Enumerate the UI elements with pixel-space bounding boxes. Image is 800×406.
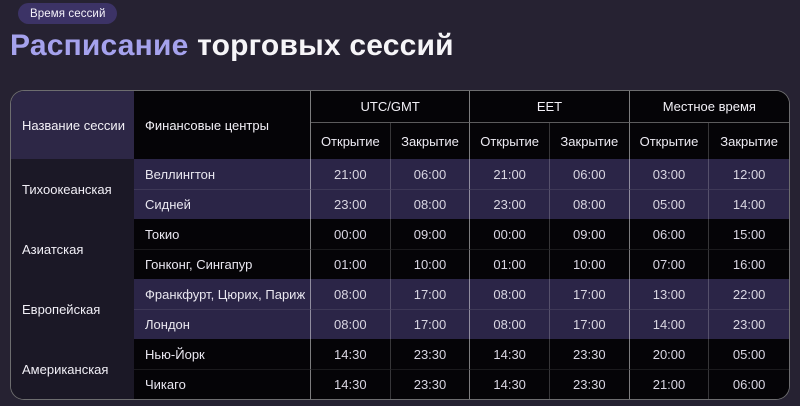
time-cell: 06:00 <box>709 369 789 399</box>
time-cell: 14:00 <box>629 309 710 339</box>
time-cell: 23:00 <box>311 189 391 219</box>
title-accent: Расписание <box>10 29 189 62</box>
subheader-open-local: Открытие <box>629 123 710 159</box>
session-name-cell: Европейская <box>11 279 134 339</box>
time-cell: 14:30 <box>470 339 550 369</box>
time-cell: 21:00 <box>311 159 391 189</box>
time-cell: 17:00 <box>549 279 630 309</box>
session-time-badge: Время сессий <box>18 3 118 24</box>
time-cell: 08:00 <box>549 189 630 219</box>
time-cell: 08:00 <box>311 309 391 339</box>
time-cell: 12:00 <box>709 159 789 189</box>
financial-centers-cell: Лондон <box>134 309 311 339</box>
session-name-cell: Азиатская <box>11 219 134 279</box>
time-cell: 17:00 <box>390 309 471 339</box>
time-cell: 05:00 <box>709 339 789 369</box>
time-cell: 23:30 <box>549 339 630 369</box>
time-cell: 17:00 <box>549 309 630 339</box>
time-cell: 22:00 <box>709 279 789 309</box>
time-cell: 08:00 <box>311 279 391 309</box>
header-financial-centers: Финансовые центры <box>134 91 311 159</box>
time-cell: 08:00 <box>470 279 550 309</box>
schedule-table: Название сессии Финансовые центры UTC/GM… <box>10 90 790 400</box>
time-cell: 09:00 <box>390 219 471 249</box>
time-cell: 08:00 <box>470 309 550 339</box>
time-cell: 17:00 <box>390 279 471 309</box>
time-cell: 21:00 <box>470 159 550 189</box>
financial-centers-cell: Франкфурт, Цюрих, Париж <box>134 279 311 309</box>
time-cell: 09:00 <box>549 219 630 249</box>
time-cell: 06:00 <box>629 219 710 249</box>
time-cell: 03:00 <box>629 159 710 189</box>
header-group-local-time: Местное время <box>629 91 789 123</box>
time-cell: 10:00 <box>390 249 471 279</box>
time-cell: 23:30 <box>390 339 471 369</box>
session-name-cell: Американская <box>11 339 134 399</box>
time-cell: 14:00 <box>709 189 789 219</box>
time-cell: 23:00 <box>470 189 550 219</box>
financial-centers-cell: Гонконг, Сингапур <box>134 249 311 279</box>
time-cell: 06:00 <box>390 159 471 189</box>
time-cell: 01:00 <box>311 249 391 279</box>
header-session-name: Название сессии <box>11 91 134 159</box>
subheader-close-utc: Закрытие <box>390 123 471 159</box>
time-cell: 14:30 <box>311 339 391 369</box>
time-cell: 13:00 <box>629 279 710 309</box>
subheader-open-utc: Открытие <box>311 123 391 159</box>
session-name-cell: Тихоокеанская <box>11 159 134 219</box>
time-cell: 15:00 <box>709 219 789 249</box>
time-cell: 00:00 <box>311 219 391 249</box>
time-cell: 08:00 <box>390 189 471 219</box>
time-cell: 23:30 <box>549 369 630 399</box>
time-cell: 00:00 <box>470 219 550 249</box>
time-cell: 16:00 <box>709 249 789 279</box>
subheader-open-eet: Открытие <box>470 123 550 159</box>
header-group-eet: EET <box>470 91 630 123</box>
time-cell: 20:00 <box>629 339 710 369</box>
time-cell: 21:00 <box>629 369 710 399</box>
time-cell: 14:30 <box>470 369 550 399</box>
time-cell: 07:00 <box>629 249 710 279</box>
financial-centers-cell: Токио <box>134 219 311 249</box>
financial-centers-cell: Чикаго <box>134 369 311 399</box>
financial-centers-cell: Сидней <box>134 189 311 219</box>
time-cell: 10:00 <box>549 249 630 279</box>
title-rest: торговых сессий <box>188 29 454 62</box>
time-cell: 06:00 <box>549 159 630 189</box>
time-cell: 05:00 <box>629 189 710 219</box>
subheader-close-local: Закрытие <box>709 123 789 159</box>
time-cell: 14:30 <box>311 369 391 399</box>
page-title: Расписание торговых сессий <box>10 29 454 62</box>
financial-centers-cell: Нью-Йорк <box>134 339 311 369</box>
subheader-close-eet: Закрытие <box>549 123 630 159</box>
financial-centers-cell: Веллингтон <box>134 159 311 189</box>
time-cell: 23:30 <box>390 369 471 399</box>
time-cell: 23:00 <box>709 309 789 339</box>
header-group-utc-gmt: UTC/GMT <box>311 91 471 123</box>
time-cell: 01:00 <box>470 249 550 279</box>
